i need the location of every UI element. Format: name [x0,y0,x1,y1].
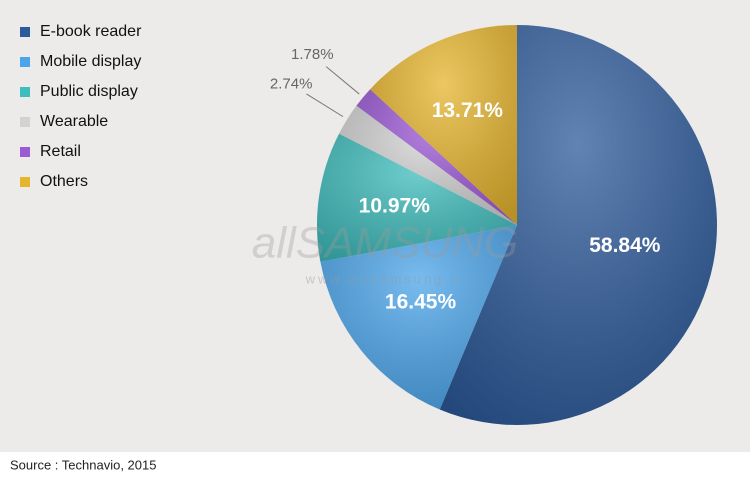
slice-shade [339,105,517,225]
legend-swatch [20,117,30,127]
slice-shade [439,25,717,425]
legend: E-book reader Mobile display Public displa… [20,23,142,190]
legend-swatch [20,177,30,187]
watermark-url: www.allsamsung.ir [305,271,465,286]
slice-shade [317,133,517,262]
legend-label: Retail [40,143,81,160]
data-label: 2.74% [270,75,313,92]
data-label: 13.71% [432,99,504,122]
slice-shade [370,25,517,225]
legend-label: Mobile display [40,53,141,70]
data-label: 1.78% [291,46,334,63]
leader-line [306,93,344,118]
legend-swatch [20,27,30,37]
legend-label: Others [40,173,88,190]
leader-line [325,66,360,95]
slice-shade [320,225,517,410]
legend-label: Public display [40,83,138,100]
watermark: allSAMSUNG [252,219,519,268]
slice-shade [356,89,517,225]
pie: 58.84% 16.45% 10.97% 2.74% 1.78% 13.71% [270,25,717,425]
legend-label: E-book reader [40,23,142,40]
legend-swatch [20,147,30,157]
data-label: 16.45% [385,290,457,313]
legend-label: Wearable [40,113,108,130]
source-note: Source : Technavio, 2015 [10,457,156,472]
data-label: 10.97% [359,195,431,218]
legend-swatch [20,57,30,67]
data-label: 58.84% [589,234,661,257]
legend-swatch [20,87,30,97]
